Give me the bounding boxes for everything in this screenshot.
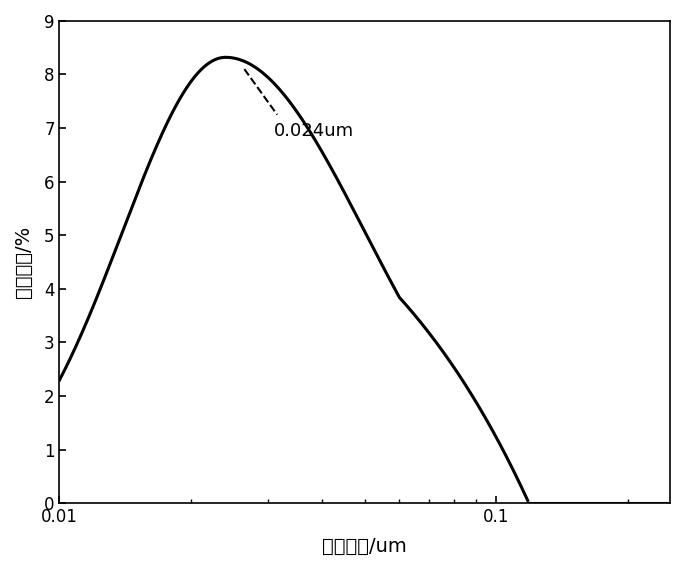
Y-axis label: 体积密度/%: 体积密度/% [14,226,33,298]
X-axis label: 粒度分级/um: 粒度分级/um [322,537,407,556]
Text: 0.024um: 0.024um [274,122,354,140]
